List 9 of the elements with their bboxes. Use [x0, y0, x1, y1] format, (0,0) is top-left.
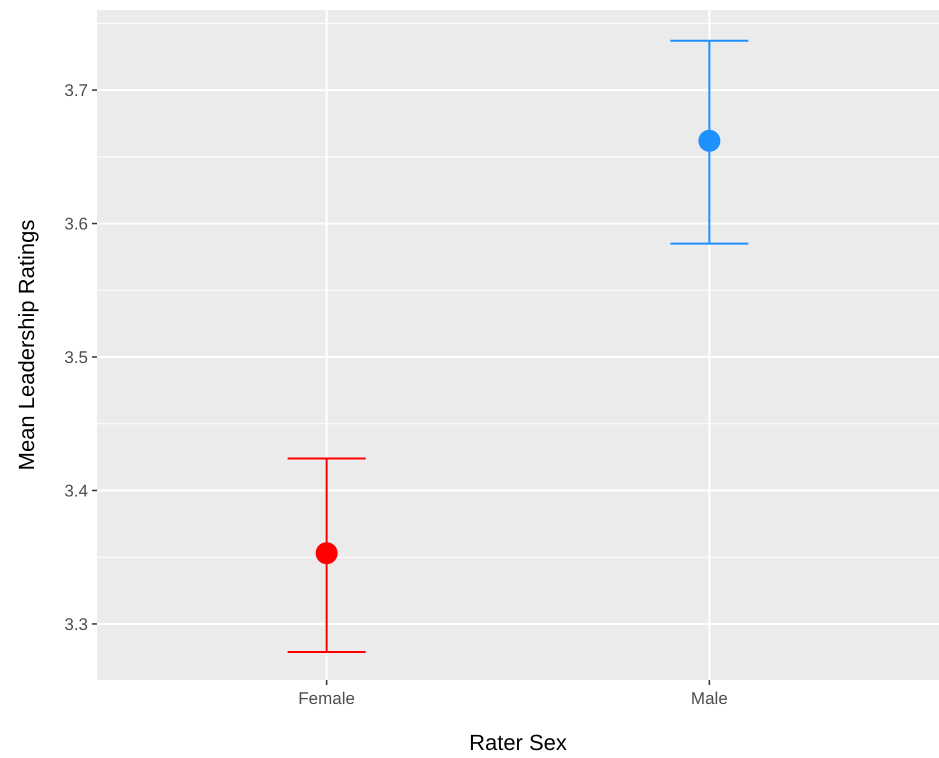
y-axis-title: Mean Leadership Ratings — [14, 220, 39, 470]
x-tick-label: Male — [690, 689, 728, 708]
y-tick-label: 3.7 — [64, 81, 88, 100]
y-tick-label: 3.3 — [64, 614, 88, 634]
y-tick-label: 3.4 — [64, 481, 88, 500]
x-axis-title: Rater Sex — [469, 730, 567, 755]
y-tick-label: 3.5 — [64, 348, 88, 367]
y-tick-label: 3.6 — [64, 214, 88, 234]
x-tick-label: Female — [298, 689, 355, 708]
